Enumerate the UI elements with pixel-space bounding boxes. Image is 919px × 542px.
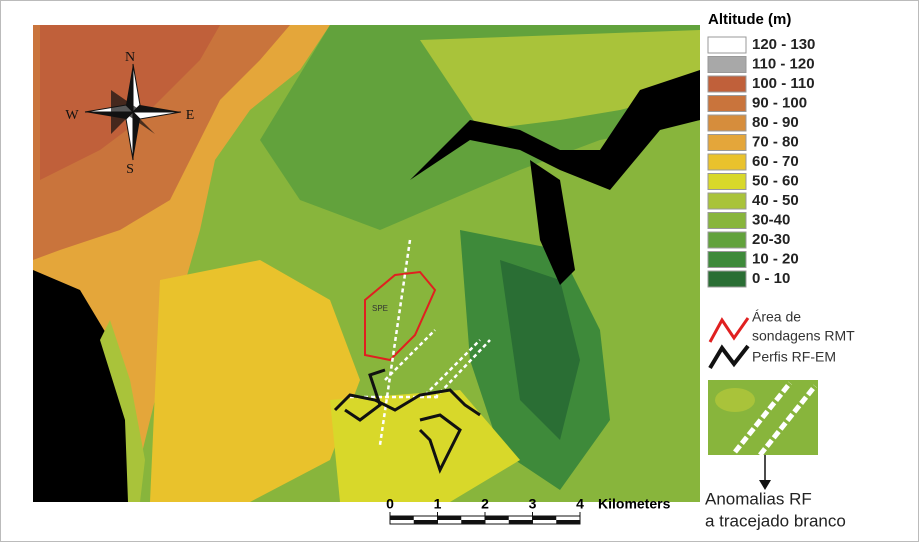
area-legend: Área de xyxy=(752,309,801,325)
scale-label: 4 xyxy=(576,496,584,512)
legend-label: 60 - 70 xyxy=(752,153,799,170)
scale-segment xyxy=(533,516,557,520)
profile-legend: Perfis RF-EM xyxy=(752,349,836,365)
legend-label: 0 - 10 xyxy=(752,270,790,287)
scale-segment xyxy=(390,516,414,520)
area-label: SPE xyxy=(372,304,388,313)
compass-e: E xyxy=(186,108,195,123)
legend-label: 90 - 100 xyxy=(752,94,807,111)
legend-swatch xyxy=(708,154,746,170)
legend-label: 30-40 xyxy=(752,211,790,228)
legend-label: 50 - 60 xyxy=(752,172,799,189)
legend-title: Altitude (m) xyxy=(708,11,791,28)
legend-label: 80 - 90 xyxy=(752,114,799,131)
scale-segment xyxy=(485,516,509,520)
scale-segment xyxy=(438,516,462,520)
anomaly-legend: a tracejado branco xyxy=(705,511,846,530)
legend-swatch xyxy=(708,96,746,112)
legend-swatch xyxy=(708,115,746,131)
scale-segment xyxy=(556,520,580,524)
compass-n: N xyxy=(125,50,135,65)
legend-label: 70 - 80 xyxy=(752,133,799,150)
legend-swatch xyxy=(708,57,746,73)
area-legend: sondagens RMT xyxy=(752,328,855,344)
legend-swatch xyxy=(708,252,746,268)
legend-swatch xyxy=(708,76,746,92)
legend-swatch xyxy=(708,37,746,53)
scale-segment xyxy=(509,520,533,524)
legend-swatch xyxy=(708,174,746,190)
map xyxy=(33,25,700,502)
legend-swatch xyxy=(708,271,746,287)
legend-label: 20-30 xyxy=(752,231,790,248)
legend-label: 100 - 110 xyxy=(752,75,815,92)
legend-swatch xyxy=(708,232,746,248)
legend-label: 120 - 130 xyxy=(752,36,815,53)
compass-w: W xyxy=(65,108,79,123)
scale-segment xyxy=(414,520,438,524)
legend-label: 10 - 20 xyxy=(752,250,799,267)
legend-label: 110 - 120 xyxy=(752,55,815,72)
anomaly-legend: Anomalias RF xyxy=(705,489,812,508)
legend-label: 40 - 50 xyxy=(752,192,799,209)
scale-label: 1 xyxy=(434,496,442,512)
legend-swatch xyxy=(708,213,746,229)
page: N S E W SPE 0 1 2 3 4 Kilometers Altitude (m)… xyxy=(0,0,919,542)
scale-unit: Kilometers xyxy=(598,496,671,512)
legend-swatch xyxy=(708,135,746,151)
scale-label: 0 xyxy=(386,496,394,512)
scale-label: 2 xyxy=(481,496,489,512)
legend-swatch xyxy=(708,193,746,209)
scale-segment xyxy=(461,520,485,524)
compass-s: S xyxy=(126,162,134,177)
scale-label: 3 xyxy=(529,496,537,512)
